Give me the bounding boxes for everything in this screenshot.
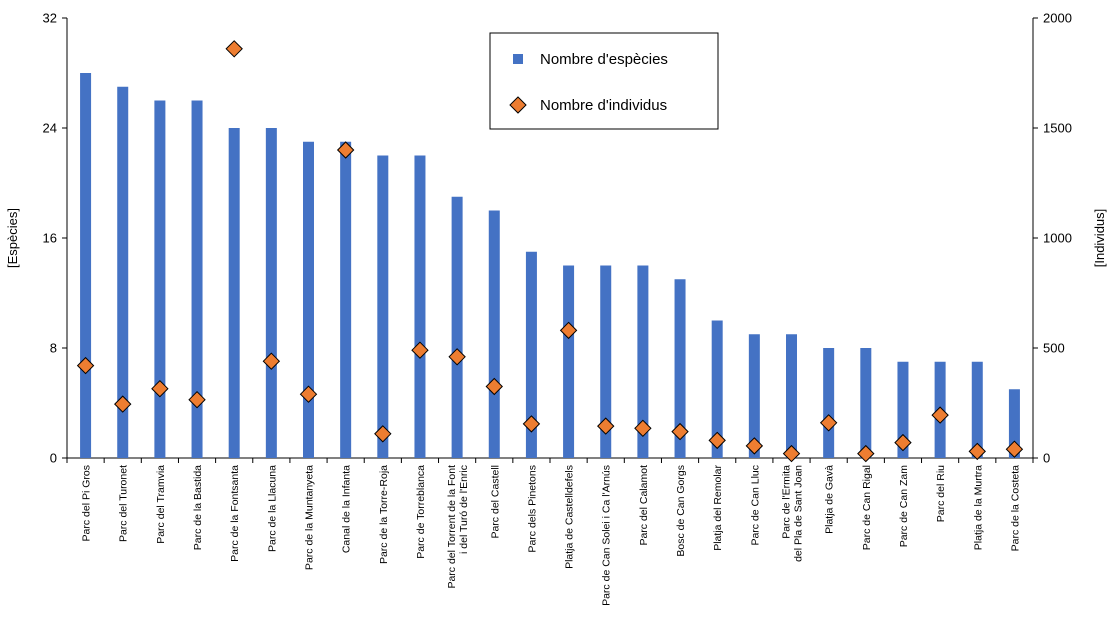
x-tick-label: Parc de la Llacuna [266,465,278,552]
diamond-point [559,321,578,340]
bar [971,361,983,458]
x-tick-label: Parc del Tramvia [155,465,167,544]
x-tick-label: del Pla de Sant Joan [793,465,805,562]
x-tick-label: Parc de Can Rigal [861,465,873,550]
x-tick-label: Parc de Can Lluc [749,465,761,546]
diamond-point [597,417,615,435]
diamond-point [485,377,503,396]
legend-box [489,32,719,130]
bar [748,334,760,458]
bar [897,361,909,458]
bar [786,334,797,458]
diamond-point [225,40,243,58]
diamond-point [76,356,95,375]
x-tick-label: Parc de Torreblanca [415,465,427,559]
x-tick-label: Platja de Castelldefels [564,465,576,569]
bar [80,73,92,458]
bar [265,128,277,458]
x-tick-label: Parc del Turonet [118,465,130,542]
bar [451,196,463,458]
diamond-point [968,442,986,461]
y-tick-label: 32 [43,11,57,26]
diamond-point [188,390,206,409]
x-tick-label: Parc de la Fontsanta [229,465,241,562]
bar [823,348,835,458]
bar [525,251,537,458]
x-tick-label: Canal de la Infanta [341,465,353,553]
x-tick-label: Parc del Calamot [638,465,650,546]
diamond-point [336,141,355,159]
diamond-point [411,341,429,359]
x-tick-label: Parc de la Torre-Roja [378,465,390,564]
bar [600,265,612,458]
diamond-point [671,422,689,441]
diamond-point [1005,440,1024,458]
x-tick-label: Platja de la Murtra [972,465,984,550]
x-tick-label: Parc del Castell [489,465,501,539]
bar [637,265,649,458]
y-tick-label: 24 [43,121,57,136]
diamond-point [114,395,132,413]
diamond-point [374,425,392,443]
x-tick-label: Parc de la Muntanyeta [304,465,316,570]
x-tick-label: Parc de Can Zam [898,465,910,548]
bar [340,141,352,458]
diamond-point [708,431,726,450]
y-axis-right-title: [Individus] [1092,209,1107,268]
y-right-tick-label: 1000 [1043,231,1072,246]
diamond-point [448,348,466,366]
bar [303,141,314,458]
diamond-point [522,415,541,433]
bar [860,348,872,458]
legend-bar-swatch [513,54,523,64]
legend: Nombre d'espècies Nombre d'individus [489,32,719,130]
bar [191,100,203,458]
y-right-tick-label: 500 [1043,341,1065,356]
y-right-tick-label: 1500 [1043,121,1072,136]
legend-label-individuals: Nombre d'individus [540,97,667,114]
y-right-tick-label: 0 [1043,451,1050,466]
diamond-point [299,385,318,403]
diamond-point [634,419,652,438]
diamond-point [262,352,281,370]
bar [228,128,240,458]
bar [674,279,686,458]
x-tick-label: Parc del Pi Gros [81,465,93,541]
x-tick-label: Parc dels Pinetons [526,465,538,553]
y-tick-label: 16 [43,231,57,246]
diamond-point [857,444,875,463]
bar [1008,389,1020,458]
x-tick-label: Parc de la Costeta [1009,465,1021,552]
plot-area: 0 8 16 24 32 0 500 1000 1500 2000 Parc del Pi Gros… [43,11,1072,606]
bar [563,265,575,458]
diamond-point [782,444,801,463]
y-tick-label: 0 [50,451,57,466]
x-tick-label: i del Turó de l'Enric [458,465,470,554]
diamond-point [931,406,949,424]
x-tick-label: Parc de la Bastida [192,465,204,550]
bar [711,320,723,458]
legend-diamond-swatch [509,96,527,114]
bar [488,210,500,458]
bar [414,155,426,458]
x-tick-label: Platja del Remolar [712,465,724,551]
y-tick-label: 8 [50,341,57,356]
x-tick-label: Parc de l'Ermita [781,465,793,539]
bar [117,86,129,458]
diamond-point [819,414,838,432]
legend-label-species: Nombre d'espècies [540,51,668,68]
x-tick-label: Parc del Torrent de la Font [446,465,458,589]
x-tick-label: Parc de Can Solei i Ca l'Arnús [601,465,613,606]
x-tick-label: Bosc de Can Gorgs [675,465,687,557]
bar [377,155,389,458]
bar [154,100,166,458]
x-tick-label: Platja de Gavà [824,465,836,534]
x-tick-label: Parc del Riu [935,465,947,522]
y-axis-title: [Espècies] [5,208,20,268]
y-right-tick-label: 2000 [1043,11,1072,26]
diamond-point [151,379,169,398]
diamond-point [894,433,912,452]
diamond-point [745,437,764,455]
